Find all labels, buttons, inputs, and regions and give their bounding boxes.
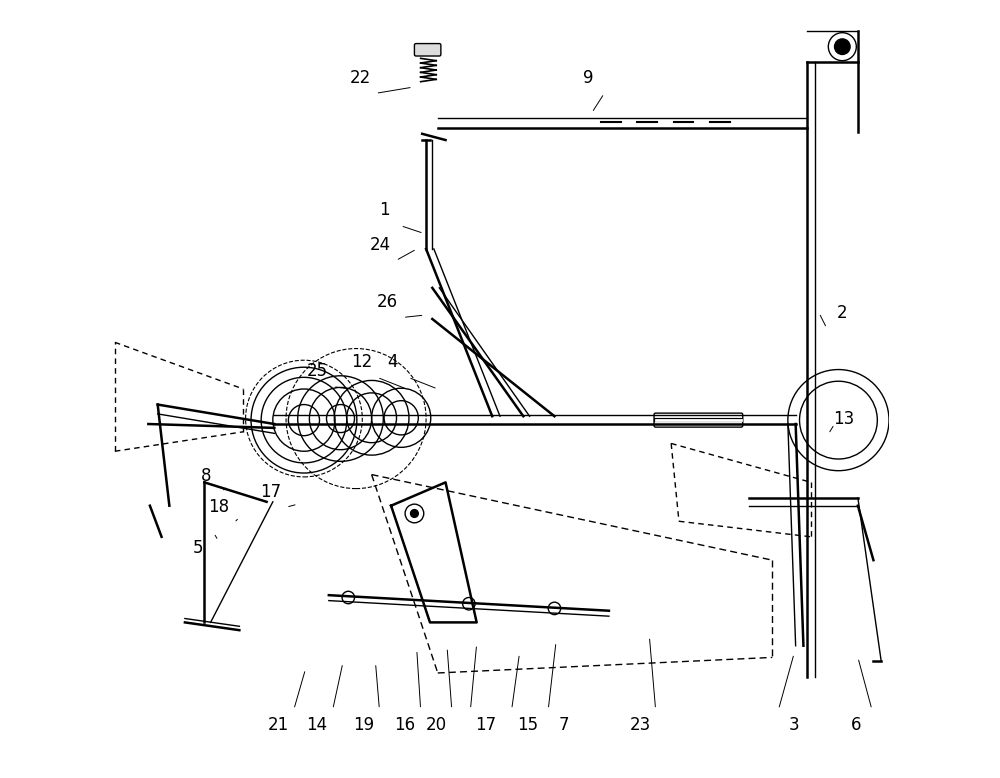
Text: 24: 24 — [370, 236, 391, 254]
Text: 21: 21 — [268, 716, 289, 734]
Text: 17: 17 — [260, 482, 281, 501]
FancyBboxPatch shape — [414, 44, 441, 56]
Text: 22: 22 — [349, 68, 371, 87]
Text: 23: 23 — [629, 716, 651, 734]
Text: 7: 7 — [559, 716, 569, 734]
Text: 13: 13 — [833, 409, 855, 428]
Circle shape — [411, 510, 418, 517]
Circle shape — [835, 39, 850, 54]
Text: 17: 17 — [475, 716, 497, 734]
Text: 14: 14 — [307, 716, 328, 734]
Text: 2: 2 — [837, 303, 848, 322]
Text: 18: 18 — [208, 498, 229, 517]
Text: 25: 25 — [307, 362, 328, 380]
Text: 3: 3 — [789, 716, 799, 734]
Text: 15: 15 — [517, 716, 538, 734]
Text: 5: 5 — [193, 539, 203, 558]
Text: 16: 16 — [395, 716, 416, 734]
Text: 1: 1 — [380, 201, 390, 219]
Text: 6: 6 — [851, 716, 862, 734]
Text: 19: 19 — [353, 716, 374, 734]
Text: 9: 9 — [583, 68, 594, 87]
Text: 12: 12 — [351, 352, 372, 371]
Text: 20: 20 — [426, 716, 447, 734]
Text: 26: 26 — [377, 293, 398, 311]
Text: 8: 8 — [201, 467, 211, 485]
Text: 4: 4 — [387, 352, 398, 371]
FancyBboxPatch shape — [654, 413, 743, 427]
